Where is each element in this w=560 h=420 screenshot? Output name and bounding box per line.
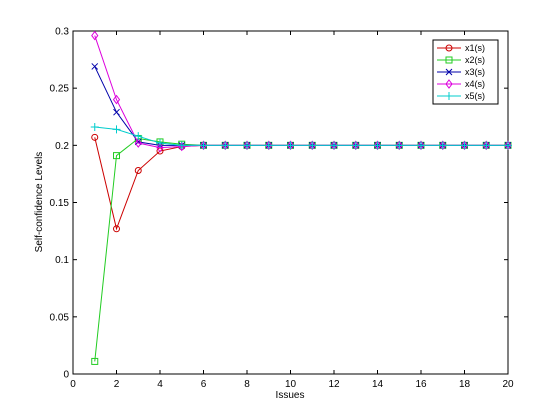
data-point (482, 141, 491, 150)
data-point (156, 142, 164, 153)
x-tick-label: 2 (114, 379, 120, 390)
y-axis: 0 0.05 0.1 0.15 0.2 0.25 0.3 (50, 27, 508, 381)
y-tick-label: 0.1 (55, 255, 69, 266)
legend-swatch-marker (445, 92, 453, 100)
data-point (113, 152, 120, 160)
legend-label: x2(s) (465, 55, 485, 65)
data-point (91, 30, 99, 41)
y-tick-label: 0 (63, 370, 69, 381)
x-tick-label: 14 (372, 379, 384, 390)
data-point (91, 133, 99, 141)
y-tick-label: 0.05 (50, 312, 70, 323)
x-tick-label: 18 (459, 379, 471, 390)
data-point (330, 141, 338, 150)
data-point (460, 141, 469, 150)
data-point (308, 141, 317, 150)
data-point (243, 141, 251, 150)
series-x5s (90, 123, 512, 150)
legend-swatch-marker (445, 68, 453, 76)
data-point (113, 225, 120, 233)
data-point (351, 141, 360, 150)
y-axis-label: Self-confidence Levels (34, 152, 45, 253)
legend-label: x5(s) (465, 91, 485, 101)
legend: x1(s) x2(s) x3(s) x4(s) x5(s) (432, 39, 499, 105)
data-point (156, 139, 164, 148)
series-layer (90, 30, 512, 365)
data-point (134, 132, 143, 141)
x-axis-label: Issues (276, 390, 305, 401)
x-tick-label: 10 (285, 379, 297, 390)
y-tick-label: 0.3 (55, 27, 69, 38)
data-point (199, 141, 208, 150)
data-point (134, 166, 142, 174)
data-point (177, 141, 186, 150)
data-point (264, 141, 273, 150)
legend-swatch-marker (445, 44, 453, 52)
data-point (286, 141, 295, 150)
legend-swatch-marker (445, 56, 453, 64)
x-tick-label: 16 (415, 379, 427, 390)
legend-label: x1(s) (465, 43, 485, 53)
data-point (112, 125, 121, 134)
x-tick-label: 6 (201, 379, 207, 390)
x-tick-label: 0 (70, 379, 76, 390)
data-point (504, 141, 512, 150)
data-point (373, 141, 382, 150)
y-tick-label: 0.15 (50, 198, 70, 209)
data-point (112, 94, 121, 105)
data-point (417, 141, 425, 150)
data-point (134, 138, 142, 148)
data-point (91, 357, 99, 365)
legend-swatch-marker (445, 79, 453, 89)
data-point (113, 108, 120, 116)
y-tick-label: 0.25 (50, 84, 70, 95)
x-axis: 0 2 4 6 8 10 12 14 16 18 20 (70, 31, 514, 390)
legend-label: x4(s) (465, 79, 485, 89)
data-point (438, 141, 447, 150)
data-point (395, 141, 404, 150)
x-tick-label: 20 (502, 379, 514, 390)
x-tick-label: 8 (244, 379, 250, 390)
legend-label: x3(s) (465, 67, 485, 77)
x-tick-label: 4 (157, 379, 163, 390)
data-point (91, 63, 99, 70)
x-tick-label: 12 (328, 379, 340, 390)
data-point (221, 141, 230, 150)
data-point (90, 123, 99, 132)
y-tick-label: 0.2 (55, 141, 69, 152)
